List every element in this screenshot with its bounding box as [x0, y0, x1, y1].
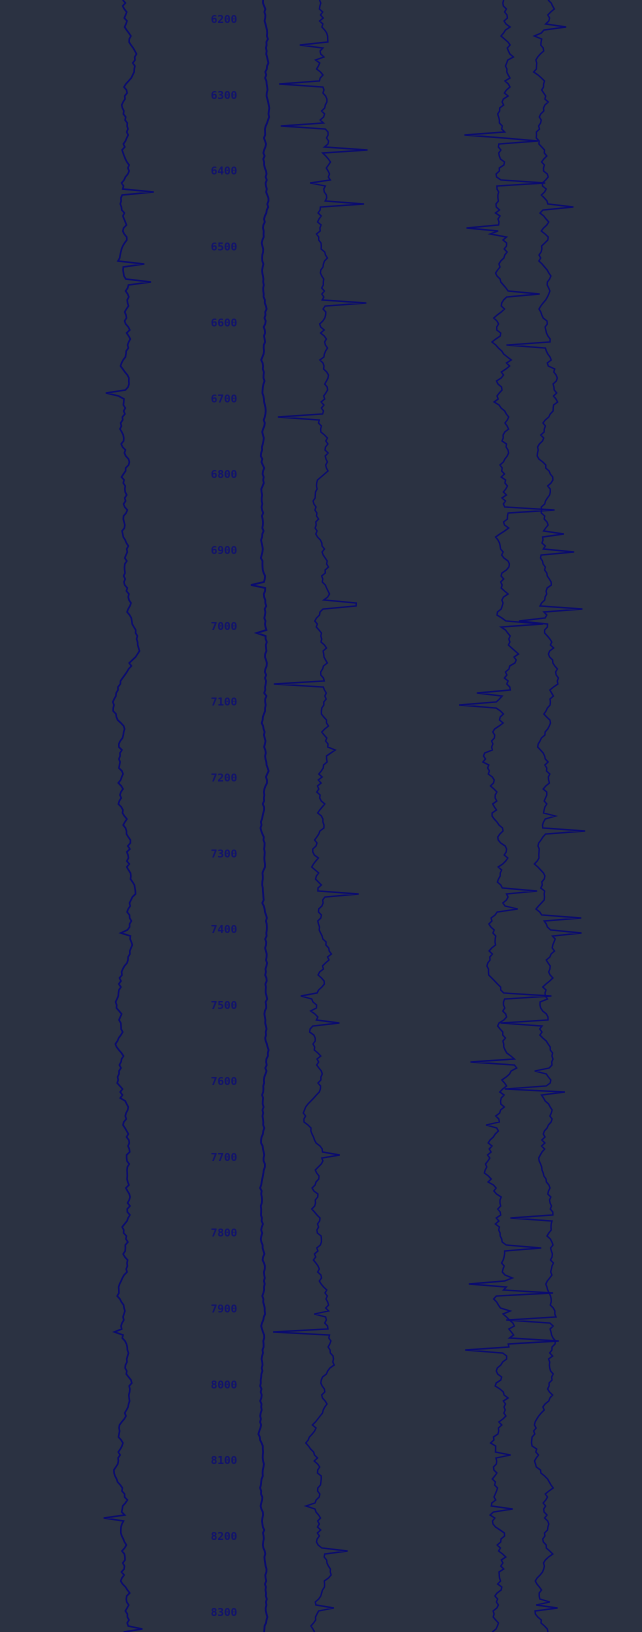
depth-label: 6600 — [211, 316, 238, 329]
depth-label: 7700 — [211, 1151, 238, 1164]
depth-label: 6900 — [211, 544, 238, 557]
depth-label: 8100 — [211, 1454, 238, 1467]
depth-label: 6500 — [211, 241, 238, 254]
depth-label: 7400 — [211, 923, 238, 936]
depth-label: 7900 — [211, 1302, 238, 1315]
depth-label: 6400 — [211, 165, 238, 178]
depth-label: 7100 — [211, 696, 238, 709]
depth-label: 7200 — [211, 772, 238, 785]
depth-label: 6200 — [211, 13, 238, 26]
depth-label: 7000 — [211, 620, 238, 633]
depth-label: 8300 — [211, 1606, 238, 1619]
depth-label: 8000 — [211, 1378, 238, 1391]
depth-label: 6300 — [211, 89, 238, 102]
depth-label: 6700 — [211, 392, 238, 405]
page: 6200 6300 6400 6500 6600 6700 6800 6900 7000 7100… — [0, 0, 642, 1632]
depth-label: 7500 — [211, 999, 238, 1012]
depth-label: 7300 — [211, 847, 238, 860]
depth-label: 7600 — [211, 1075, 238, 1088]
depth-label: 6800 — [211, 468, 238, 481]
depth-label: 8200 — [211, 1530, 238, 1543]
well-log: 6200 6300 6400 6500 6600 6700 6800 6900 7000 7100… — [0, 0, 642, 1632]
depth-label: 7800 — [211, 1227, 238, 1240]
